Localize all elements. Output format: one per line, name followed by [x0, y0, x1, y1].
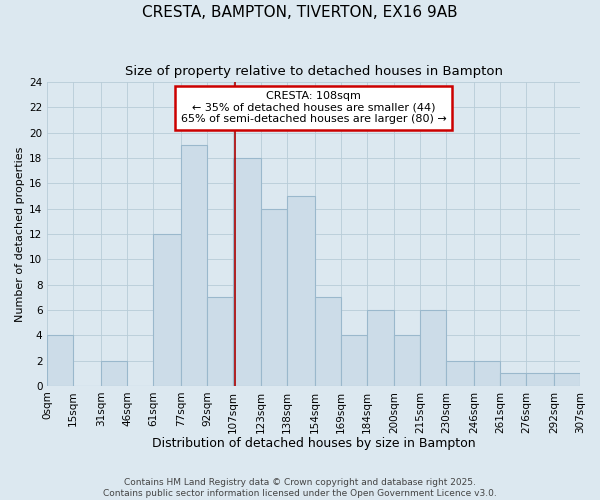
Bar	[181, 146, 207, 386]
Bar	[500, 373, 526, 386]
Bar	[421, 310, 446, 386]
Bar	[367, 310, 394, 386]
Bar	[526, 373, 554, 386]
Text: Contains HM Land Registry data © Crown copyright and database right 2025.
Contai: Contains HM Land Registry data © Crown c…	[103, 478, 497, 498]
Bar	[314, 297, 341, 386]
Bar	[47, 335, 73, 386]
Bar	[207, 297, 233, 386]
Bar	[341, 335, 367, 386]
Text: CRESTA, BAMPTON, TIVERTON, EX16 9AB: CRESTA, BAMPTON, TIVERTON, EX16 9AB	[142, 5, 458, 20]
Y-axis label: Number of detached properties: Number of detached properties	[15, 146, 25, 322]
X-axis label: Distribution of detached houses by size in Bampton: Distribution of detached houses by size …	[152, 437, 475, 450]
Bar	[287, 196, 314, 386]
Text: CRESTA: 108sqm
← 35% of detached houses are smaller (44)
65% of semi-detached ho: CRESTA: 108sqm ← 35% of detached houses …	[181, 91, 446, 124]
Bar	[101, 360, 127, 386]
Bar	[153, 234, 181, 386]
Bar	[446, 360, 474, 386]
Bar	[554, 373, 580, 386]
Bar	[394, 335, 421, 386]
Bar	[474, 360, 500, 386]
Bar	[233, 158, 261, 386]
Bar	[261, 208, 287, 386]
Title: Size of property relative to detached houses in Bampton: Size of property relative to detached ho…	[125, 65, 503, 78]
